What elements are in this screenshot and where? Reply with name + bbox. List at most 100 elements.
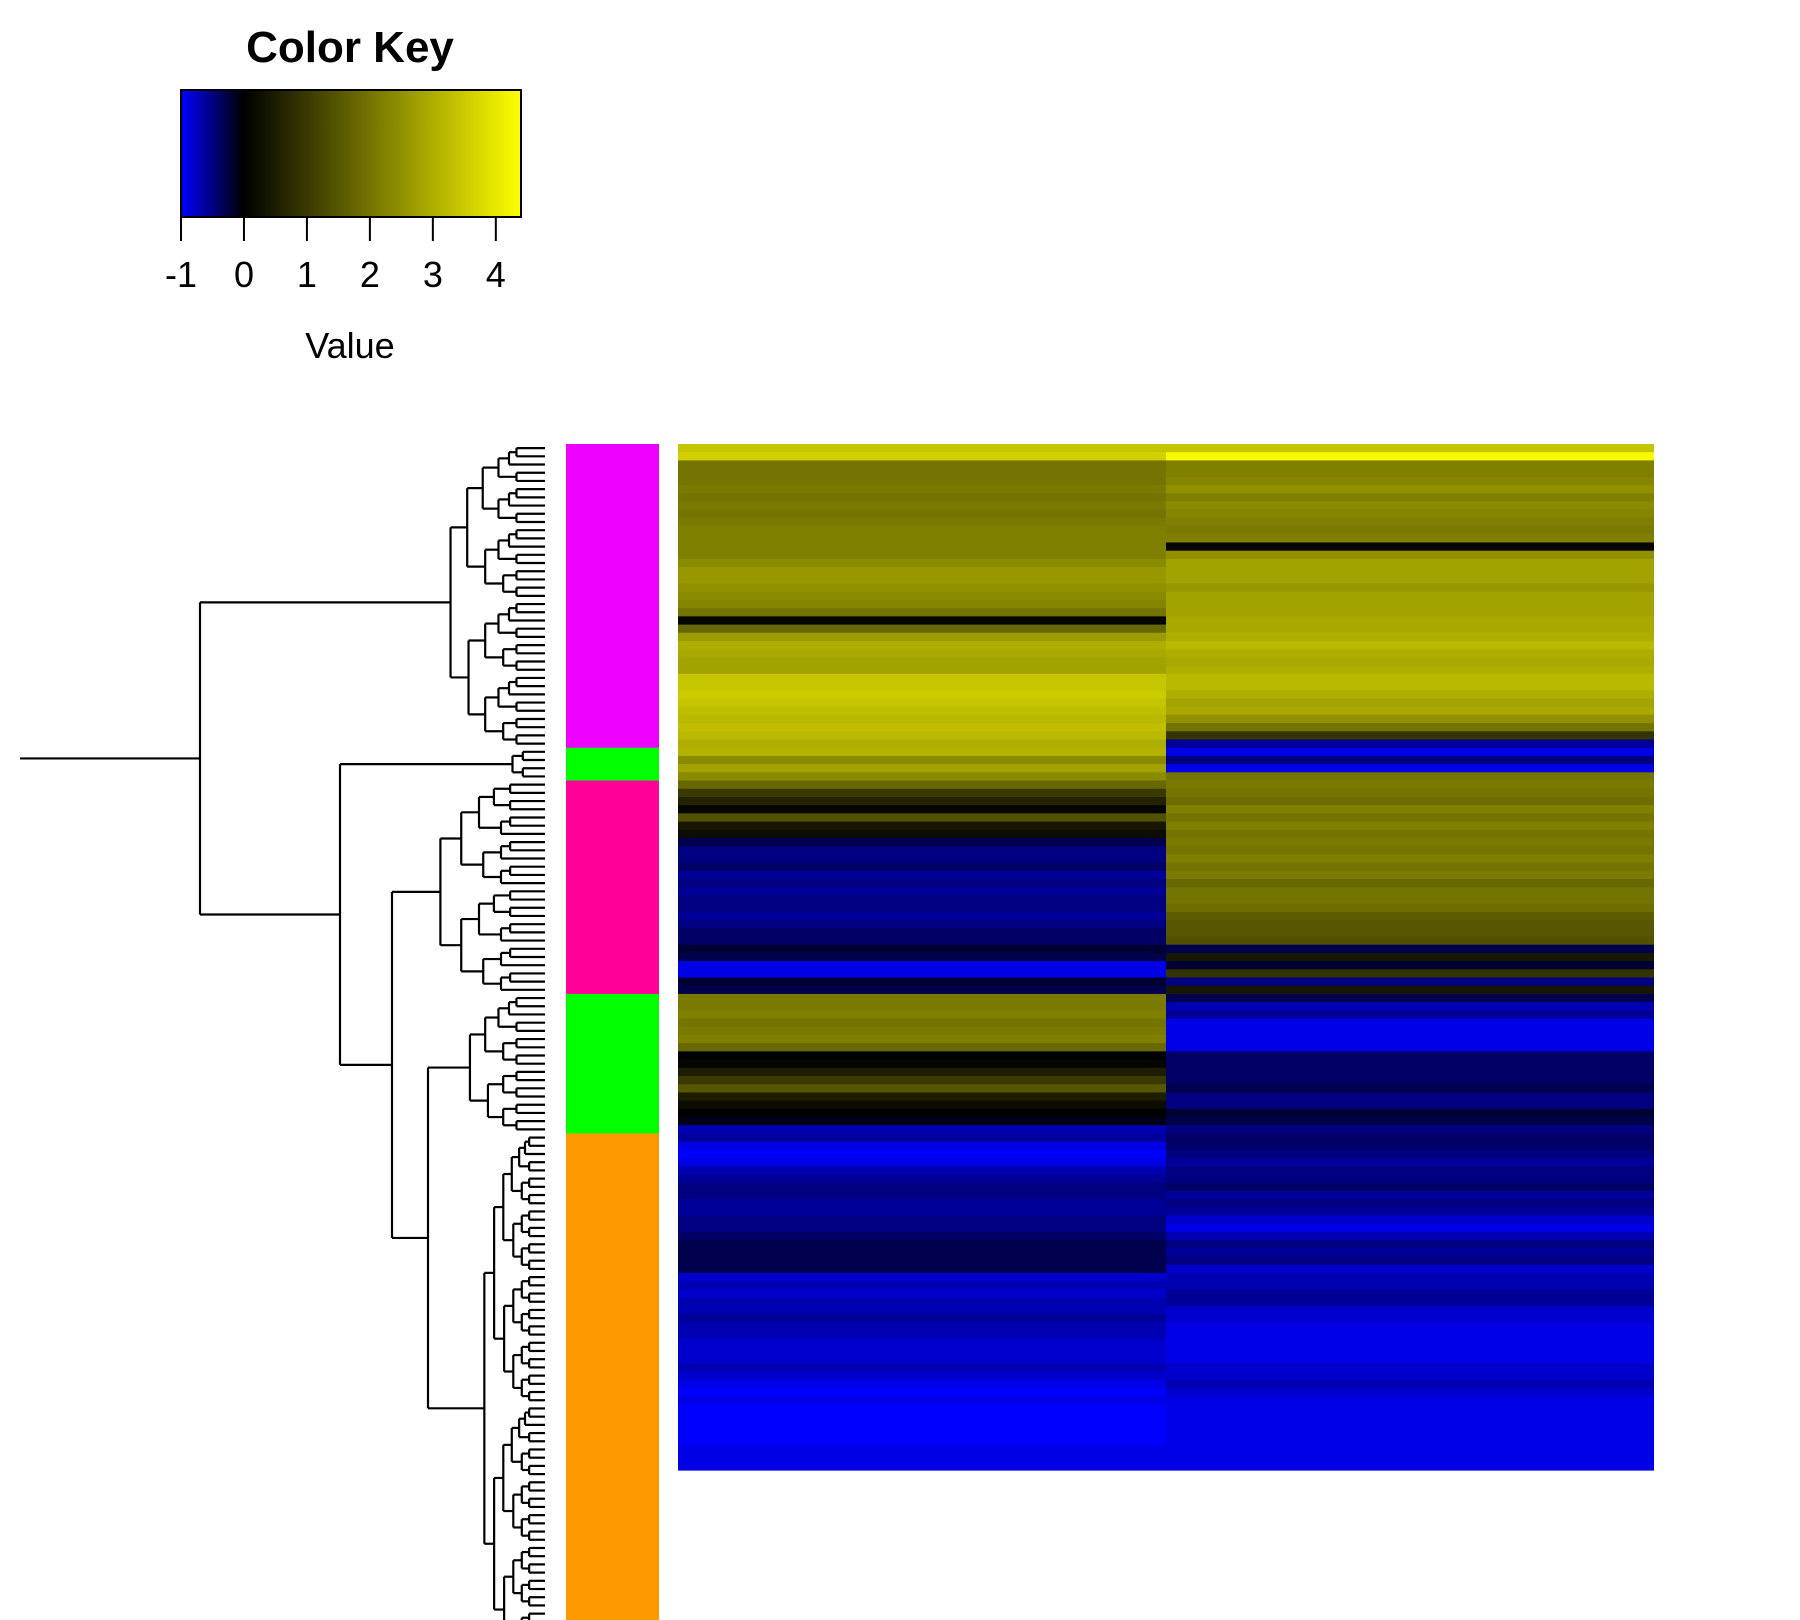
heatmap-cell [1166, 1100, 1654, 1110]
heatmap-cell [678, 1322, 1166, 1332]
heatmap-cell [678, 542, 1166, 552]
heatmap-cell [678, 1092, 1166, 1102]
heatmap-cell [678, 1174, 1166, 1184]
heatmap-cell [1166, 591, 1654, 601]
heatmap-cell [1166, 665, 1654, 675]
heatmap-cell [1166, 903, 1654, 913]
heatmap-cell [1166, 1231, 1654, 1241]
heatmap-cell [678, 903, 1166, 913]
heatmap-grid [678, 444, 1654, 1471]
heatmap-cell [1166, 558, 1654, 568]
heatmap-cell [1166, 1404, 1654, 1414]
heatmap-cell [678, 1281, 1166, 1291]
color-key-title: Color Key [246, 23, 454, 72]
heatmap-cell [678, 526, 1166, 535]
heatmap-cell [1166, 1141, 1654, 1151]
heatmap-cell [678, 1428, 1166, 1438]
heatmap-cell [1166, 493, 1654, 503]
heatmap-cell [1166, 476, 1654, 486]
heatmap-cell [1166, 993, 1654, 1003]
heatmap-cell [678, 1264, 1166, 1274]
heatmap-cell [678, 846, 1166, 855]
heatmap-cell [1166, 657, 1654, 667]
heatmap-cell [1166, 731, 1654, 741]
heatmap-cell [678, 1256, 1166, 1266]
heatmap-cell [678, 1273, 1166, 1282]
heatmap-cell [678, 1215, 1166, 1225]
heatmap-cell [1166, 1330, 1654, 1340]
heatmap-cell [1166, 1051, 1654, 1061]
heatmap-cell [1166, 1346, 1654, 1356]
heatmap-cell [1166, 846, 1654, 855]
heatmap-cell [1166, 1363, 1654, 1373]
heatmap-cell [1166, 879, 1654, 888]
heatmap-cell [1166, 854, 1654, 864]
heatmap-cell [1166, 1371, 1654, 1381]
heatmap-cell [678, 599, 1166, 609]
heatmap-cell [678, 665, 1166, 675]
heatmap-cell [678, 485, 1166, 494]
heatmap-cell [1166, 698, 1654, 708]
heatmap-cell [1166, 1092, 1654, 1102]
heatmap-cell [678, 444, 1166, 453]
heatmap-cell [678, 698, 1166, 708]
heatmap-cell [1166, 1149, 1654, 1159]
heatmap-cell [1166, 1059, 1654, 1069]
row-side-colors [566, 444, 659, 1620]
color-key-bar [180, 89, 522, 218]
heatmap-cell [678, 501, 1166, 511]
heatmap-cell [1166, 1437, 1654, 1446]
color-key: Color Key -1 0 1 2 3 4 Value [165, 23, 522, 366]
heatmap-cell [1166, 928, 1654, 938]
heatmap-cell [1166, 1133, 1654, 1143]
heatmap-cell [678, 1346, 1166, 1356]
heatmap-cell [1166, 1305, 1654, 1315]
heatmap-cell [678, 1371, 1166, 1381]
heatmap-cell [1166, 755, 1654, 765]
heatmap-cell [1166, 977, 1654, 987]
heatmap-cell [1166, 985, 1654, 995]
heatmap-cell [678, 1412, 1166, 1422]
heatmap-cell [678, 1149, 1166, 1159]
heatmap-cell [1166, 599, 1654, 609]
heatmap-cell [678, 1387, 1166, 1397]
heatmap-cell [1166, 895, 1654, 905]
heatmap-cell [1166, 1314, 1654, 1323]
heatmap-cell [678, 993, 1166, 1003]
heatmap-cell [678, 731, 1166, 741]
heatmap-cell [678, 796, 1166, 806]
heatmap-cell [1166, 1010, 1654, 1020]
heatmap-cell [678, 813, 1166, 823]
heatmap-cell [678, 575, 1166, 585]
heatmap-cell [678, 936, 1166, 946]
heatmap-cell [678, 1338, 1166, 1348]
heatmap-cell [678, 640, 1166, 650]
heatmap-cell [678, 837, 1166, 847]
heatmap-cell [678, 772, 1166, 782]
heatmap-cell [1166, 1067, 1654, 1077]
heatmap-cell [1166, 764, 1654, 773]
heatmap-cell [678, 493, 1166, 503]
heatmap-cell [678, 1117, 1166, 1126]
color-key-axis-label: Value [305, 325, 394, 366]
heatmap-cell [1166, 1018, 1654, 1028]
heatmap-cell [678, 755, 1166, 765]
heatmap-cell [1166, 1125, 1654, 1135]
heatmap-cell [1166, 624, 1654, 634]
color-key-tick-label: 2 [360, 254, 380, 295]
heatmap-cell [1166, 575, 1654, 585]
heatmap-cell [1166, 714, 1654, 724]
heatmap-cell [678, 1355, 1166, 1364]
color-key-tick-label: 0 [234, 254, 254, 295]
heatmap-cell [1166, 739, 1654, 749]
heatmap-cell [678, 854, 1166, 864]
heatmap-cell [678, 608, 1166, 617]
heatmap-cell [1166, 1084, 1654, 1094]
heatmap-cell [678, 649, 1166, 659]
heatmap-cell [678, 673, 1166, 683]
heatmap-cell [678, 1190, 1166, 1200]
heatmap-cell [678, 1461, 1166, 1471]
heatmap-cell [678, 747, 1166, 757]
heatmap-cell [1166, 788, 1654, 798]
heatmap-cell [1166, 1256, 1654, 1266]
